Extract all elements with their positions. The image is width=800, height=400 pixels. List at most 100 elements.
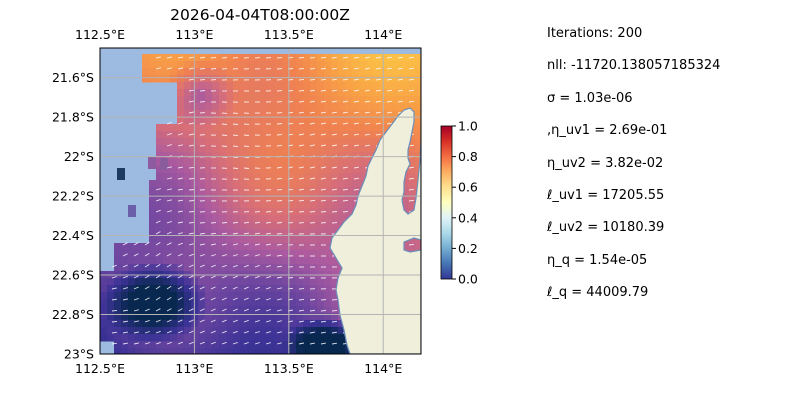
x-tick-label-top: 112.5°E [75,27,125,42]
heatmap-cell [205,75,213,83]
heatmap-cell [240,110,248,118]
heatmap-cell [331,257,339,265]
heatmap-cell [275,264,283,272]
heatmap-cell [282,54,290,62]
heatmap-cell [310,341,318,349]
velocity-arrow [353,89,359,92]
heatmap-cell [135,320,143,328]
heatmap-cell [219,89,227,97]
velocity-arrow [144,342,150,345]
heatmap-cell [289,145,297,153]
heatmap-cell [331,110,339,118]
heatmap-cell [149,306,157,314]
heatmap-cell [415,82,421,90]
heatmap-cell [170,173,178,181]
heatmap-cell [268,257,276,265]
velocity-arrow [265,342,271,345]
heatmap-cell [310,313,318,321]
heatmap-cell [310,68,318,76]
heatmap-cell [247,327,255,335]
heatmap-cell [121,299,129,307]
heatmap-cell [331,341,339,349]
heatmap-cell [212,236,220,244]
map-area[interactable] [100,48,423,356]
heatmap-cell [380,103,388,111]
velocity-arrow [111,276,117,279]
velocity-arrow [375,56,381,59]
heatmap-cell [352,159,360,167]
heatmap-cell [282,327,290,335]
heatmap-cell [275,292,283,300]
heatmap-cell [289,110,297,118]
heatmap-cell [198,61,206,69]
heatmap-cell [233,229,241,237]
heatmap-cell [282,278,290,286]
heatmap-cell [156,243,164,251]
heatmap-cell [233,117,241,125]
heatmap-cell [310,173,318,181]
velocity-arrow [166,220,172,224]
heatmap-cell [324,110,332,118]
heatmap-cell [331,306,339,314]
heatmap-cell [149,54,157,62]
heatmap-cell [142,54,150,62]
heatmap-cell [198,166,206,174]
heatmap-cell [254,180,262,188]
velocity-arrow [375,89,381,92]
heatmap-cell [142,75,150,83]
heatmap-cell [289,180,297,188]
velocity-arrow [276,222,283,224]
heatmap-cell [282,131,290,139]
heatmap-cell [303,306,311,314]
velocity-arrow [320,331,326,334]
heatmap-cell [289,292,297,300]
heatmap-cell [226,215,234,223]
velocity-arrow [122,331,128,334]
heatmap-cell [240,131,248,139]
heatmap-cell [142,292,150,300]
heatmap-cell [247,334,255,342]
heatmap-cell [170,145,178,153]
velocity-arrow [254,342,260,345]
heatmap-cell [268,152,276,160]
heatmap-cell [268,117,276,125]
heatmap-cell [205,201,213,209]
velocity-arrow [342,188,348,191]
velocity-arrow [375,133,381,136]
heatmap-cell [121,292,129,300]
heatmap-cell [170,138,178,146]
heatmap-cell [117,168,125,180]
heatmap-cell [198,187,206,195]
heatmap-cell [359,117,367,125]
heatmap-cell [366,152,374,160]
velocity-arrow [320,67,327,70]
heatmap-cell [212,264,220,272]
velocity-arrow [320,78,327,81]
heatmap-cell [338,327,346,335]
heatmap-cell [184,194,192,202]
heatmap-cell [240,208,248,216]
heatmap-cell [170,257,178,265]
heatmap-cell [212,96,220,104]
heatmap-cell [352,180,360,188]
velocity-arrow [155,274,161,279]
velocity-arrow [276,188,283,191]
heatmap-cell [359,159,367,167]
velocity-arrow [221,330,227,334]
heatmap-cell [149,208,157,216]
heatmap-cell [317,348,325,354]
velocity-arrow [188,221,195,224]
heatmap-cell [282,299,290,307]
velocity-arrow [210,275,216,279]
heatmap-cell [275,229,283,237]
heatmap-cell [247,68,255,76]
heatmap-cell [240,103,248,111]
velocity-arrow [309,166,315,169]
heatmap-cell [275,117,283,125]
heatmap-cell [226,54,234,62]
heatmap-cell [359,145,367,153]
heatmap-cell [331,68,339,76]
heatmap-cell [219,138,227,146]
heatmap-cell [149,236,157,244]
heatmap-cell [296,61,304,69]
